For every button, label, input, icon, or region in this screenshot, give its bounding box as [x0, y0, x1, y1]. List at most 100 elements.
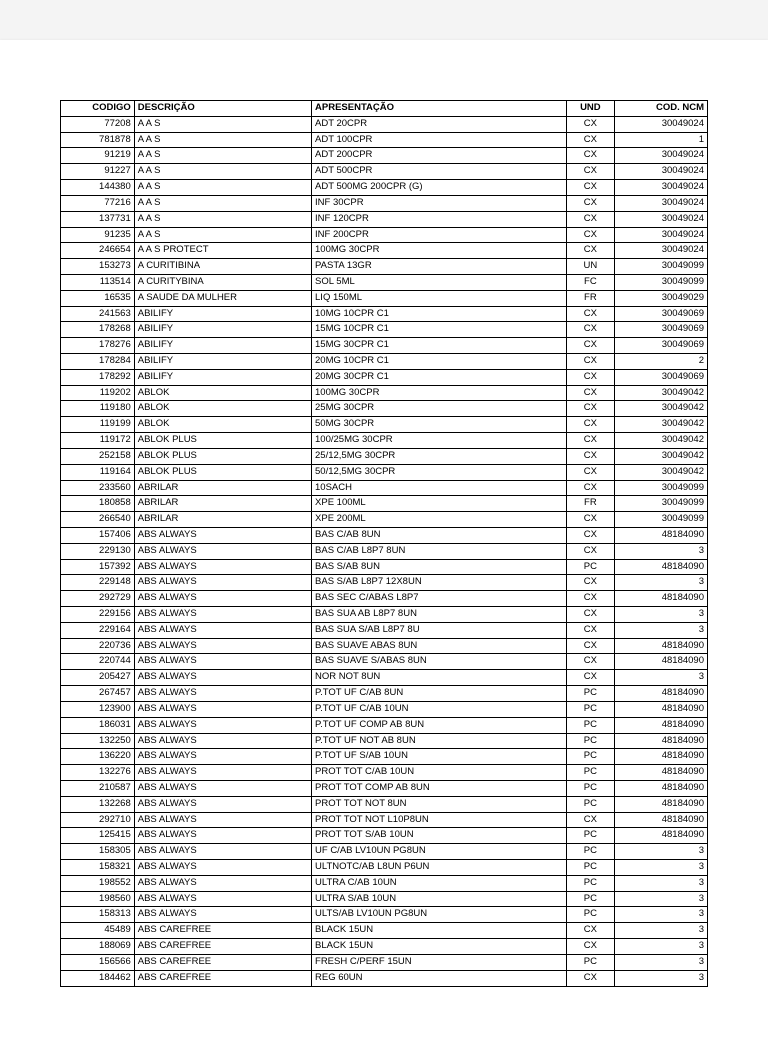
table-cell: 30049069 — [614, 338, 707, 354]
table-cell: PC — [566, 780, 614, 796]
table-cell: 30049069 — [614, 306, 707, 322]
table-cell: PC — [566, 686, 614, 702]
table-cell: 229164 — [61, 622, 135, 638]
table-cell: ABS ALWAYS — [134, 749, 311, 765]
table-cell: 30049042 — [614, 417, 707, 433]
table-cell: ABRILAR — [134, 480, 311, 496]
table-cell: ABS ALWAYS — [134, 654, 311, 670]
table-cell: ADT 100CPR — [312, 132, 567, 148]
table-row: 246654A A S PROTECT100MG 30CPRCX30049024 — [61, 243, 708, 259]
table-row: 266540ABRILARXPE 200MLCX30049099 — [61, 512, 708, 528]
table-cell: UN — [566, 259, 614, 275]
product-table: CODIGODESCRIÇÃOAPRESENTAÇÃOUNDCOD. NCM 7… — [60, 100, 708, 987]
table-cell: PC — [566, 765, 614, 781]
table-cell: ULTNOTC/AB L8UN P6UN — [312, 860, 567, 876]
table-cell: 30049042 — [614, 401, 707, 417]
table-cell: 266540 — [61, 512, 135, 528]
table-cell: 119172 — [61, 433, 135, 449]
table-cell: 30049024 — [614, 164, 707, 180]
table-row: 210587ABS ALWAYSPROT TOT COMP AB 8UNPC48… — [61, 780, 708, 796]
table-cell: P.TOT UF COMP AB 8UN — [312, 717, 567, 733]
table-cell: CX — [566, 543, 614, 559]
table-row: 153273A CURITIBINAPASTA 13GRUN30049099 — [61, 259, 708, 275]
table-row: 292729ABS ALWAYSBAS SEC C/ABAS L8P7CX481… — [61, 591, 708, 607]
table-cell: 220736 — [61, 638, 135, 654]
table-cell: PC — [566, 749, 614, 765]
table-row: 252158ABLOK PLUS25/12,5MG 30CPRCX3004904… — [61, 448, 708, 464]
table-row: 137731A A SINF 120CPRCX30049024 — [61, 211, 708, 227]
table-cell: 3 — [614, 670, 707, 686]
table-cell: 91227 — [61, 164, 135, 180]
table-cell: 100MG 30CPR — [312, 243, 567, 259]
table-cell: 30049069 — [614, 322, 707, 338]
table-cell: ULTRA C/AB 10UN — [312, 875, 567, 891]
table-cell: 1 — [614, 132, 707, 148]
table-row: 144380A A SADT 500MG 200CPR (G)CX3004902… — [61, 180, 708, 196]
table-row: 132276ABS ALWAYSPROT TOT C/AB 10UNPC4818… — [61, 765, 708, 781]
table-cell: CX — [566, 243, 614, 259]
table-cell: 157406 — [61, 527, 135, 543]
table-row: 157392ABS ALWAYSBAS S/AB 8UNPC48184090 — [61, 559, 708, 575]
table-cell: 220744 — [61, 654, 135, 670]
table-row: 158305ABS ALWAYSUF C/AB LV10UN PG8UNPC3 — [61, 844, 708, 860]
table-cell: ABLOK PLUS — [134, 448, 311, 464]
table-cell: REG 60UN — [312, 970, 567, 986]
table-cell: PC — [566, 875, 614, 891]
table-cell: 153273 — [61, 259, 135, 275]
table-row: 16535A SAUDE DA MULHERLIQ 150MLFR3004902… — [61, 290, 708, 306]
table-cell: ABS ALWAYS — [134, 638, 311, 654]
table-cell: 3 — [614, 844, 707, 860]
table-cell: 3 — [614, 891, 707, 907]
table-cell: ABRILAR — [134, 496, 311, 512]
table-cell: PROT TOT C/AB 10UN — [312, 765, 567, 781]
table-cell: PC — [566, 796, 614, 812]
table-cell: ULTS/AB LV10UN PG8UN — [312, 907, 567, 923]
table-cell: ABS CAREFREE — [134, 923, 311, 939]
table-cell: ABS CAREFREE — [134, 970, 311, 986]
table-cell: 205427 — [61, 670, 135, 686]
table-cell: PC — [566, 907, 614, 923]
table-cell: 50/12,5MG 30CPR — [312, 464, 567, 480]
table-cell: 30049042 — [614, 448, 707, 464]
table-row: 91219A A SADT 200CPRCX30049024 — [61, 148, 708, 164]
table-cell: 3 — [614, 939, 707, 955]
table-cell: 48184090 — [614, 686, 707, 702]
table-cell: ABS ALWAYS — [134, 717, 311, 733]
table-cell: FRESH C/PERF 15UN — [312, 954, 567, 970]
table-cell: BAS C/AB 8UN — [312, 527, 567, 543]
table-row: 267457ABS ALWAYSP.TOT UF C/AB 8UNPC48184… — [61, 686, 708, 702]
table-row: 119199ABLOK50MG 30CPRCX30049042 — [61, 417, 708, 433]
table-cell: 30049024 — [614, 211, 707, 227]
table-row: 45489ABS CAREFREEBLACK 15UNCX3 — [61, 923, 708, 939]
table-row: 229148ABS ALWAYSBAS S/AB L8P7 12X8UNCX3 — [61, 575, 708, 591]
table-cell: 48184090 — [614, 733, 707, 749]
table-cell: CX — [566, 116, 614, 132]
table-cell: PC — [566, 828, 614, 844]
table-cell: UF C/AB LV10UN PG8UN — [312, 844, 567, 860]
table-cell: ABILIFY — [134, 322, 311, 338]
table-cell: 16535 — [61, 290, 135, 306]
table-body: 77208A A SADT 20CPRCX30049024781878A A S… — [61, 116, 708, 986]
table-cell: 100MG 30CPR — [312, 385, 567, 401]
table-cell: 48184090 — [614, 638, 707, 654]
table-cell: 25/12,5MG 30CPR — [312, 448, 567, 464]
table-cell: A A S — [134, 116, 311, 132]
document-page: CODIGODESCRIÇÃOAPRESENTAÇÃOUNDCOD. NCM 7… — [0, 40, 768, 1047]
table-cell: 156566 — [61, 954, 135, 970]
table-cell: 100/25MG 30CPR — [312, 433, 567, 449]
table-cell: ABS ALWAYS — [134, 559, 311, 575]
table-cell: ABS ALWAYS — [134, 670, 311, 686]
table-cell: CX — [566, 480, 614, 496]
table-cell: 48184090 — [614, 701, 707, 717]
table-row: 229164ABS ALWAYSBAS SUA S/AB L8P7 8UCX3 — [61, 622, 708, 638]
table-cell: CX — [566, 591, 614, 607]
table-cell: A CURITYBINA — [134, 274, 311, 290]
table-cell: 233560 — [61, 480, 135, 496]
table-cell: 48184090 — [614, 717, 707, 733]
table-cell: PROT TOT NOT 8UN — [312, 796, 567, 812]
table-cell: 30049099 — [614, 496, 707, 512]
table-cell: PROT TOT COMP AB 8UN — [312, 780, 567, 796]
table-cell: 3 — [614, 543, 707, 559]
table-cell: ABS ALWAYS — [134, 527, 311, 543]
table-cell: CX — [566, 401, 614, 417]
